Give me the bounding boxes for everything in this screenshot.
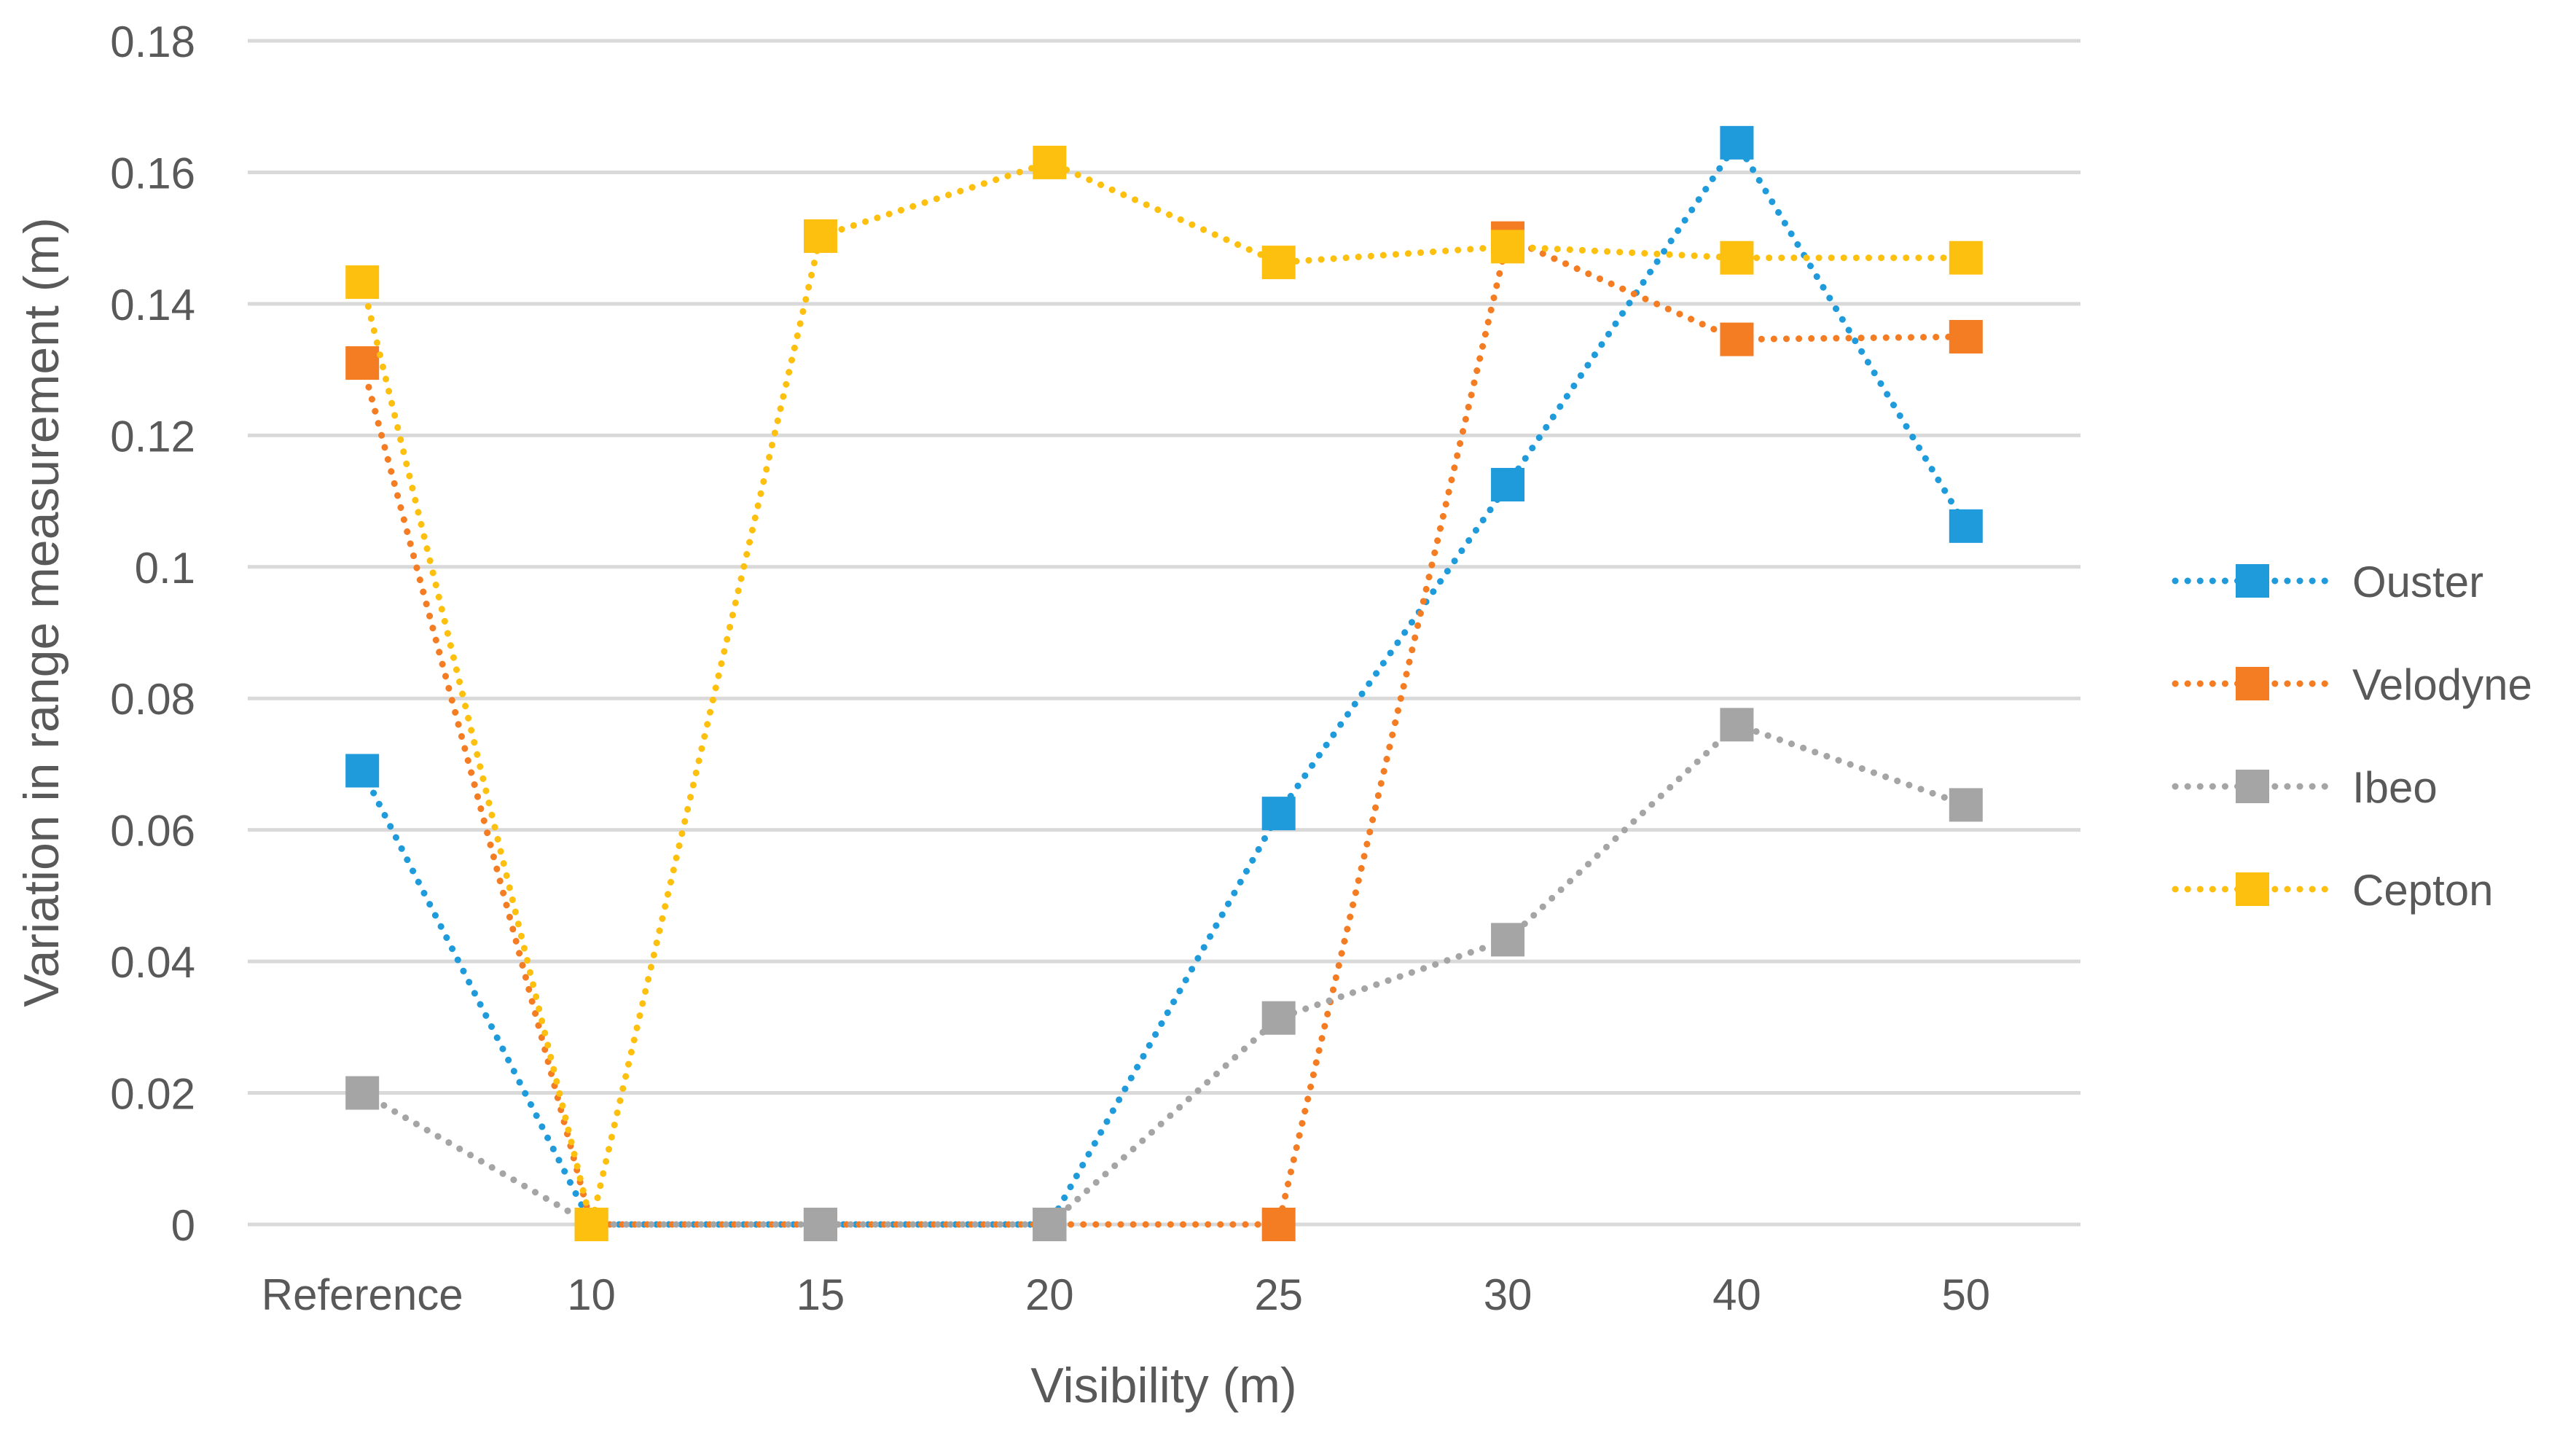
legend-item-velodyne: Velodyne [2172, 660, 2532, 709]
x-tick-label: Reference [262, 1270, 463, 1319]
data-point [345, 1076, 380, 1110]
data-point [1261, 246, 1296, 280]
data-point [1720, 125, 1754, 160]
x-tick-label: 40 [1712, 1270, 1761, 1319]
data-point [1261, 1001, 1296, 1035]
data-point [345, 754, 380, 788]
y-axis-title: Variation in range measurement (m) [14, 217, 69, 1007]
y-tick-label: 0.06 [110, 807, 195, 856]
data-point [1033, 1208, 1067, 1241]
legend-label: Cepton [2352, 866, 2493, 915]
y-tick-label: 0.1 [135, 544, 195, 593]
data-point [1033, 145, 1067, 179]
series-group [345, 125, 1983, 1241]
y-axis-ticks: 0 0.02 0.04 0.06 0.08 0.1 0.12 0.14 0.16 0.18 [110, 17, 195, 1250]
y-tick-label: 0 [171, 1201, 195, 1250]
data-point [1949, 509, 1983, 543]
legend-marker [2236, 872, 2269, 906]
x-tick-label: 15 [796, 1270, 845, 1319]
data-point [1949, 241, 1983, 275]
legend-marker [2236, 564, 2269, 598]
y-tick-label: 0.04 [110, 938, 195, 987]
data-point [803, 219, 837, 253]
legend-label: Ibeo [2352, 763, 2438, 812]
x-tick-label: 25 [1254, 1270, 1303, 1319]
data-point [1949, 788, 1983, 822]
series-cepton [345, 145, 1983, 1241]
x-tick-label: 20 [1025, 1270, 1074, 1319]
series-ibeo [345, 708, 1983, 1241]
legend-label: Ouster [2352, 558, 2483, 606]
data-point [1491, 923, 1525, 957]
data-point [1720, 322, 1754, 356]
data-point [345, 265, 380, 300]
legend-item-ibeo: Ibeo [2172, 763, 2438, 812]
data-point [1720, 708, 1754, 742]
legend-item-ouster: Ouster [2172, 558, 2483, 606]
series-line [359, 721, 1970, 1228]
legend: Ouster Velodyne Ibeo Cepton [2172, 558, 2532, 915]
y-tick-label: 0.02 [110, 1070, 195, 1119]
data-point [1261, 1208, 1296, 1241]
gridlines [248, 39, 2080, 1227]
y-tick-label: 0.08 [110, 675, 195, 724]
data-point [1491, 230, 1525, 264]
data-point [1491, 468, 1525, 501]
legend-item-cepton: Cepton [2172, 866, 2493, 915]
x-axis-title: Visibility (m) [1030, 1358, 1296, 1413]
legend-label: Velodyne [2352, 660, 2532, 709]
data-point [345, 346, 380, 380]
data-point [1720, 241, 1754, 275]
data-point [1261, 797, 1296, 831]
data-point [1949, 320, 1983, 353]
data-point [574, 1208, 608, 1241]
x-tick-label: 30 [1484, 1270, 1532, 1319]
x-tick-label: 50 [1941, 1270, 1990, 1319]
data-point [803, 1208, 837, 1241]
series-ouster [345, 125, 1983, 1241]
y-tick-label: 0.12 [110, 412, 195, 461]
y-tick-label: 0.14 [110, 281, 195, 329]
x-tick-label: 10 [567, 1270, 616, 1319]
legend-marker [2236, 667, 2269, 700]
series-line [359, 159, 1970, 1226]
x-axis-ticks: Reference 10 15 20 25 30 40 50 [262, 1270, 1990, 1319]
y-tick-label: 0.16 [110, 149, 195, 198]
y-tick-label: 0.18 [110, 17, 195, 66]
legend-marker [2236, 770, 2269, 803]
